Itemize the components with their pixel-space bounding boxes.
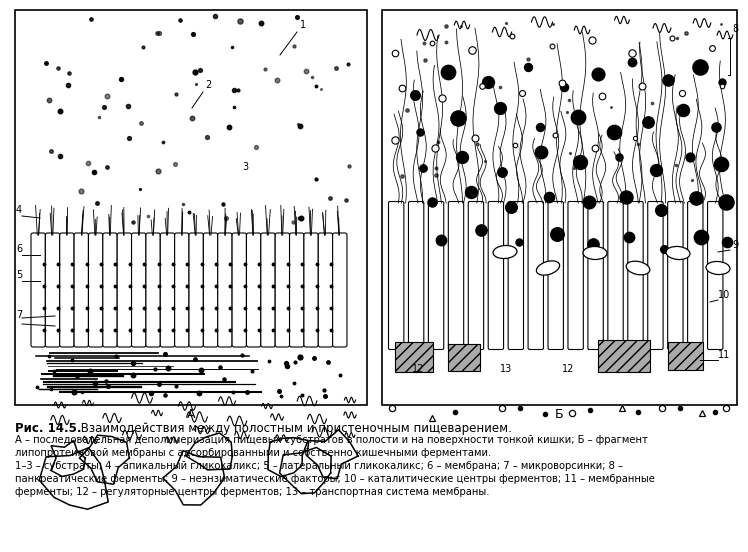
FancyBboxPatch shape bbox=[608, 201, 623, 349]
Bar bbox=[15, 10, 367, 405]
Text: 7: 7 bbox=[16, 310, 22, 320]
Text: 2: 2 bbox=[205, 80, 211, 90]
Text: 1: 1 bbox=[300, 20, 306, 30]
FancyBboxPatch shape bbox=[528, 201, 544, 349]
FancyBboxPatch shape bbox=[117, 233, 132, 347]
FancyBboxPatch shape bbox=[588, 201, 604, 349]
Bar bbox=[448, 344, 480, 371]
FancyBboxPatch shape bbox=[318, 233, 333, 347]
FancyBboxPatch shape bbox=[232, 233, 246, 347]
Ellipse shape bbox=[666, 246, 690, 259]
FancyBboxPatch shape bbox=[102, 233, 117, 347]
Text: Рис. 14.5.: Рис. 14.5. bbox=[15, 422, 82, 435]
FancyBboxPatch shape bbox=[488, 201, 503, 349]
FancyBboxPatch shape bbox=[568, 201, 583, 349]
Text: 11: 11 bbox=[718, 350, 730, 360]
Bar bbox=[382, 10, 737, 405]
Text: ферменты; 12 – регуляторные центры ферментов; 13 – транспортная система мембраны: ферменты; 12 – регуляторные центры ферме… bbox=[15, 487, 489, 497]
FancyBboxPatch shape bbox=[74, 233, 88, 347]
FancyBboxPatch shape bbox=[218, 233, 232, 347]
FancyBboxPatch shape bbox=[429, 201, 444, 349]
FancyBboxPatch shape bbox=[261, 233, 275, 347]
FancyBboxPatch shape bbox=[88, 233, 102, 347]
Ellipse shape bbox=[706, 262, 730, 274]
Ellipse shape bbox=[626, 261, 650, 275]
FancyBboxPatch shape bbox=[468, 201, 484, 349]
Ellipse shape bbox=[493, 246, 517, 258]
FancyBboxPatch shape bbox=[648, 201, 663, 349]
FancyBboxPatch shape bbox=[708, 201, 723, 349]
FancyBboxPatch shape bbox=[160, 233, 174, 347]
Text: 5: 5 bbox=[16, 270, 22, 280]
FancyBboxPatch shape bbox=[275, 233, 289, 347]
Bar bbox=[395, 342, 433, 372]
Bar bbox=[668, 342, 703, 370]
Text: 12: 12 bbox=[562, 364, 574, 374]
FancyBboxPatch shape bbox=[246, 233, 261, 347]
FancyBboxPatch shape bbox=[289, 233, 304, 347]
FancyBboxPatch shape bbox=[304, 233, 318, 347]
FancyBboxPatch shape bbox=[508, 201, 524, 349]
Text: липопротеиновой мембраны с адсорбированными и собственно кишечными ферментами.: липопротеиновой мембраны с адсорбированн… bbox=[15, 448, 491, 458]
Text: 1–3 – субстраты; 4 – апикальный гликокаликс; 5 – латеральный гликокаликс; 6 – ме: 1–3 – субстраты; 4 – апикальный гликокал… bbox=[15, 461, 623, 471]
Text: 4: 4 bbox=[16, 205, 22, 215]
Ellipse shape bbox=[583, 247, 607, 259]
FancyBboxPatch shape bbox=[132, 233, 146, 347]
FancyBboxPatch shape bbox=[687, 201, 703, 349]
Text: 9: 9 bbox=[732, 240, 738, 250]
Text: А: А bbox=[187, 408, 195, 421]
FancyBboxPatch shape bbox=[668, 201, 683, 349]
Text: 6: 6 bbox=[16, 244, 22, 254]
FancyBboxPatch shape bbox=[448, 201, 464, 349]
Bar bbox=[598, 340, 650, 372]
FancyBboxPatch shape bbox=[31, 233, 46, 347]
Text: 10: 10 bbox=[718, 290, 730, 300]
FancyBboxPatch shape bbox=[60, 233, 74, 347]
FancyBboxPatch shape bbox=[46, 233, 60, 347]
FancyBboxPatch shape bbox=[408, 201, 424, 349]
Text: панкреатические ферменты; 9 – неэнзиматические факторы; 10 – каталитические цент: панкреатические ферменты; 9 – неэнзимати… bbox=[15, 474, 655, 484]
FancyBboxPatch shape bbox=[628, 201, 643, 349]
Text: А – последовательная деполимеризация пищевых субстратов в полости и на поверхнос: А – последовательная деполимеризация пищ… bbox=[15, 435, 648, 445]
FancyBboxPatch shape bbox=[548, 201, 563, 349]
FancyBboxPatch shape bbox=[388, 201, 404, 349]
Text: 13: 13 bbox=[500, 364, 512, 374]
Text: 12: 12 bbox=[412, 364, 424, 374]
Text: 8: 8 bbox=[732, 24, 738, 34]
FancyBboxPatch shape bbox=[203, 233, 218, 347]
FancyBboxPatch shape bbox=[174, 233, 189, 347]
FancyBboxPatch shape bbox=[146, 233, 160, 347]
FancyBboxPatch shape bbox=[189, 233, 203, 347]
Ellipse shape bbox=[536, 261, 560, 275]
FancyBboxPatch shape bbox=[333, 233, 347, 347]
Text: 3: 3 bbox=[242, 162, 248, 172]
Text: Б: Б bbox=[555, 408, 564, 421]
Text: Взаимодействия между полостным и пристеночным пищеварением.: Взаимодействия между полостным и пристен… bbox=[77, 422, 512, 435]
